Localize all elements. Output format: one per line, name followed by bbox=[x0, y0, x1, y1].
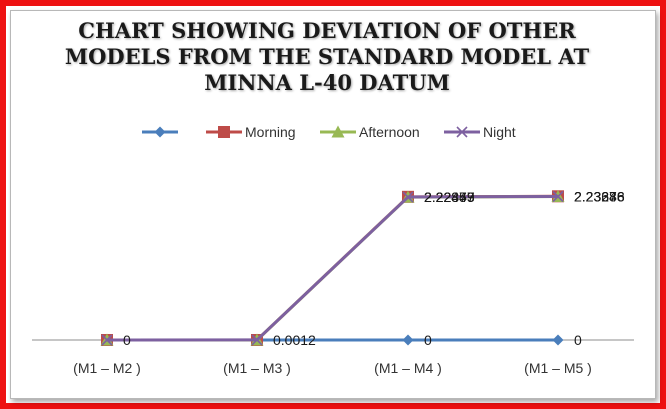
legend-marker bbox=[154, 126, 166, 138]
data-point bbox=[552, 190, 564, 203]
legend-entry: Afternoon bbox=[320, 124, 420, 140]
data-label: 2.22473 bbox=[424, 189, 475, 205]
legend-label: Night bbox=[483, 124, 516, 140]
chart-title-line-3: MINNA L-40 DATUM bbox=[204, 70, 450, 95]
series-group bbox=[100, 190, 565, 346]
legend-marker bbox=[218, 126, 230, 138]
legend-entry bbox=[142, 126, 178, 138]
data-point bbox=[101, 334, 113, 346]
chart-title-line-1: CHART SHOWING DEVIATION OF OTHER bbox=[78, 18, 576, 43]
x-tick-label: (M1 – M4 ) bbox=[374, 360, 442, 376]
chart-area bbox=[10, 10, 656, 399]
series-night bbox=[101, 190, 564, 346]
legend-marker bbox=[456, 126, 468, 138]
data-point bbox=[402, 191, 414, 203]
data-label: 0 bbox=[123, 332, 131, 348]
data-point bbox=[402, 334, 414, 346]
data-labels: 0 0 0 2.22859 2.23676 2.22347 2.23286 0.0012 2.2… bbox=[123, 188, 625, 348]
chart-title-line-2: MODELS FROM THE STANDARD MODEL AT bbox=[64, 44, 590, 69]
legend-entry: Morning bbox=[206, 124, 296, 140]
x-tick-label: (M1 – M3 ) bbox=[223, 360, 291, 376]
series-line bbox=[106, 195, 559, 342]
x-tick-label: (M1 – M5 ) bbox=[524, 360, 592, 376]
data-label: 2.23676 bbox=[574, 188, 625, 204]
data-label: 0.0012 bbox=[273, 332, 316, 348]
legend-entry: Night bbox=[444, 124, 516, 140]
chart-title: CHART SHOWING DEVIATION OF OTHER MODELS … bbox=[40, 18, 614, 96]
legend-marker bbox=[331, 125, 345, 138]
data-label: 2.22859 bbox=[424, 189, 475, 205]
data-point bbox=[552, 334, 564, 346]
x-tick-label: (M1 – M2 ) bbox=[73, 360, 141, 376]
legend-label: Afternoon bbox=[359, 124, 420, 140]
data-label: 2.23286 bbox=[574, 189, 625, 205]
data-point bbox=[251, 334, 263, 346]
data-label: 0 bbox=[574, 332, 582, 348]
legend-label: Morning bbox=[245, 124, 296, 140]
data-label: 2.23348 bbox=[574, 189, 625, 205]
data-label: 2.22347 bbox=[424, 189, 475, 205]
data-label: 0 bbox=[424, 332, 432, 348]
legend: Morning Afternoon Night bbox=[142, 124, 516, 140]
